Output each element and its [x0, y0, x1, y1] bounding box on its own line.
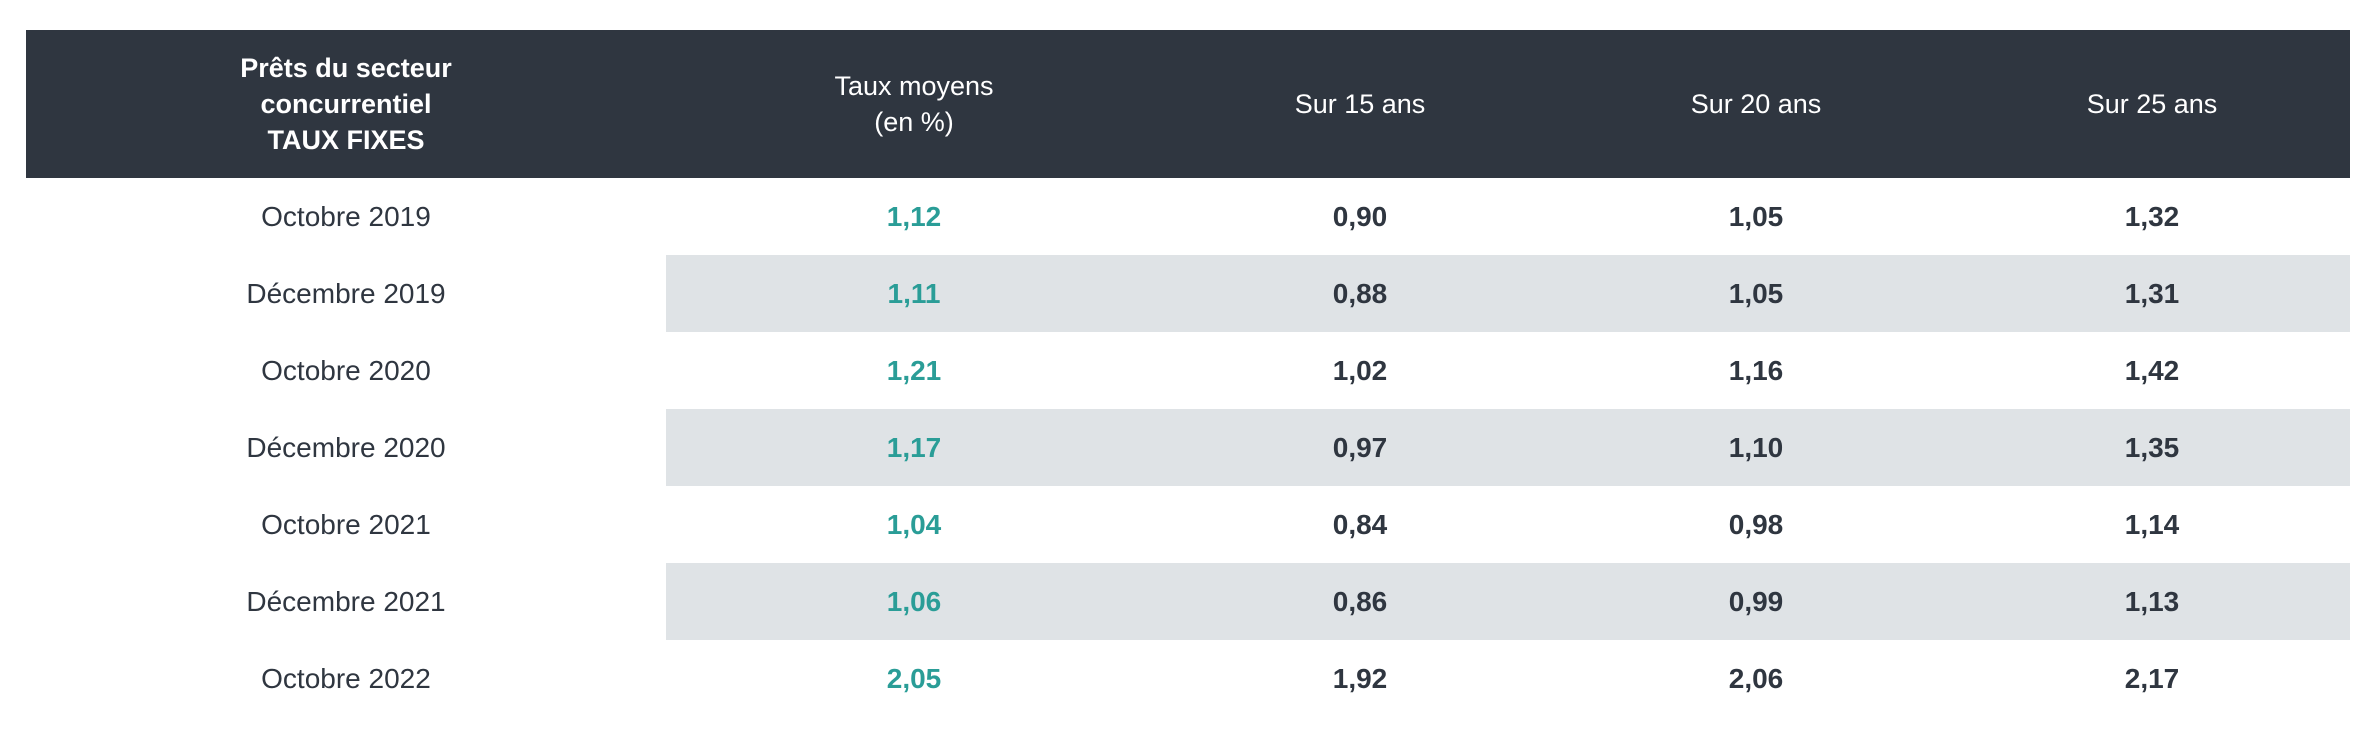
table-row: Octobre 2022 2,05 1,92 2,06 2,17 — [26, 640, 2350, 717]
table-row: Décembre 2019 1,11 0,88 1,05 1,31 — [26, 255, 2350, 332]
table-row: Décembre 2020 1,17 0,97 1,10 1,35 — [26, 409, 2350, 486]
cell-average-rate: 1,21 — [886, 354, 942, 386]
cell-15-years: 0,84 — [1332, 508, 1388, 540]
cell-25-years: 2,17 — [2124, 662, 2180, 694]
cell-15-years: 1,02 — [1332, 354, 1388, 386]
cell-25-years: 1,35 — [1954, 409, 2350, 486]
row-period: Décembre 2021 — [246, 585, 446, 617]
table-row: Octobre 2020 1,21 1,02 1,16 1,42 — [26, 332, 2350, 409]
header-20-years: Sur 20 ans — [1690, 89, 1822, 119]
cell-average-rate: 1,06 — [666, 563, 1162, 640]
cell-average-rate: 2,05 — [886, 662, 942, 694]
cell-15-years: 0,90 — [1332, 200, 1388, 232]
table-header: Prêts du secteur concurrentiel TAUX FIXE… — [26, 30, 2350, 178]
row-period: Décembre 2020 — [246, 431, 446, 463]
cell-15-years: 0,88 — [1162, 255, 1558, 332]
cell-average-rate: 1,11 — [666, 255, 1162, 332]
cell-15-years: 0,97 — [1162, 409, 1558, 486]
rates-table: Prêts du secteur concurrentiel TAUX FIXE… — [26, 30, 2350, 717]
cell-20-years: 2,06 — [1728, 662, 1784, 694]
row-period: Octobre 2019 — [261, 200, 431, 232]
table-row: Octobre 2019 1,12 0,90 1,05 1,32 — [26, 178, 2350, 255]
table-row: Octobre 2021 1,04 0,84 0,98 1,14 — [26, 486, 2350, 563]
cell-25-years: 1,42 — [2124, 354, 2180, 386]
cell-20-years: 0,98 — [1728, 508, 1784, 540]
header-15-years: Sur 15 ans — [1294, 89, 1426, 119]
header-average-rate: Taux moyens (en %) — [834, 71, 994, 137]
cell-15-years: 0,86 — [1162, 563, 1558, 640]
cell-average-rate: 1,04 — [886, 508, 942, 540]
cell-25-years: 1,31 — [1954, 255, 2350, 332]
cell-15-years: 1,92 — [1332, 662, 1388, 694]
cell-20-years: 1,05 — [1558, 255, 1954, 332]
row-period: Octobre 2020 — [261, 354, 431, 386]
cell-25-years: 1,32 — [2124, 200, 2180, 232]
cell-20-years: 1,10 — [1558, 409, 1954, 486]
row-period: Octobre 2021 — [261, 508, 431, 540]
row-period: Décembre 2019 — [246, 277, 446, 309]
header-category: Prêts du secteur concurrentiel TAUX FIXE… — [240, 53, 452, 155]
cell-25-years: 1,13 — [1954, 563, 2350, 640]
cell-20-years: 1,16 — [1728, 354, 1784, 386]
row-period: Octobre 2022 — [261, 662, 431, 694]
cell-25-years: 1,14 — [2124, 508, 2180, 540]
header-25-years: Sur 25 ans — [2086, 89, 2218, 119]
cell-average-rate: 1,17 — [666, 409, 1162, 486]
cell-20-years: 1,05 — [1728, 200, 1784, 232]
cell-20-years: 0,99 — [1558, 563, 1954, 640]
table-row: Décembre 2021 1,06 0,86 0,99 1,13 — [26, 563, 2350, 640]
cell-average-rate: 1,12 — [886, 200, 942, 232]
